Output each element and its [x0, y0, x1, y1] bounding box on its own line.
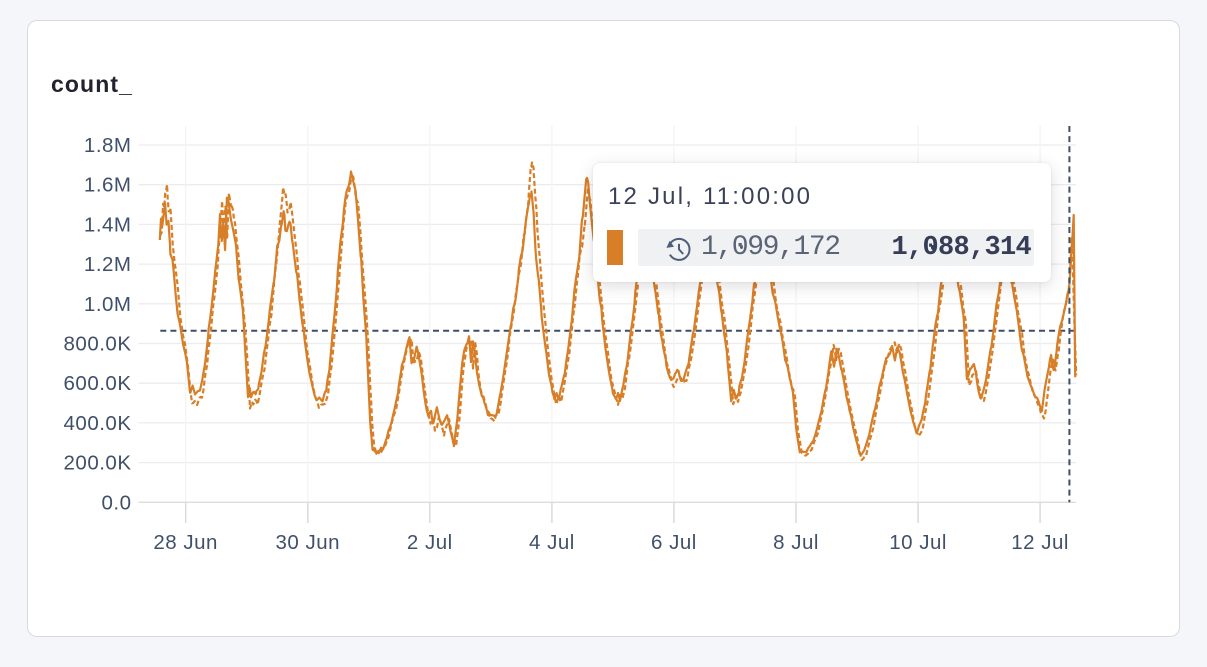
svg-text:4 Jul: 4 Jul	[529, 531, 575, 554]
svg-text:1.8M: 1.8M	[84, 134, 132, 157]
svg-text:0.0: 0.0	[102, 491, 132, 514]
svg-text:400.0K: 400.0K	[64, 412, 132, 435]
svg-text:1.0M: 1.0M	[84, 293, 132, 316]
svg-text:200.0K: 200.0K	[64, 452, 132, 475]
svg-text:30 Jun: 30 Jun	[276, 531, 341, 554]
svg-text:800.0K: 800.0K	[64, 333, 132, 356]
svg-text:1.2M: 1.2M	[84, 253, 132, 276]
svg-text:1.6M: 1.6M	[84, 174, 132, 197]
svg-text:28 Jun: 28 Jun	[153, 531, 218, 554]
svg-text:10 Jul: 10 Jul	[889, 531, 947, 554]
svg-text:2 Jul: 2 Jul	[407, 531, 453, 554]
svg-text:12 Jul: 12 Jul	[1011, 531, 1069, 554]
svg-text:6 Jul: 6 Jul	[651, 531, 697, 554]
svg-text:1.4M: 1.4M	[84, 213, 132, 236]
svg-text:8 Jul: 8 Jul	[773, 531, 819, 554]
svg-text:600.0K: 600.0K	[64, 372, 132, 395]
